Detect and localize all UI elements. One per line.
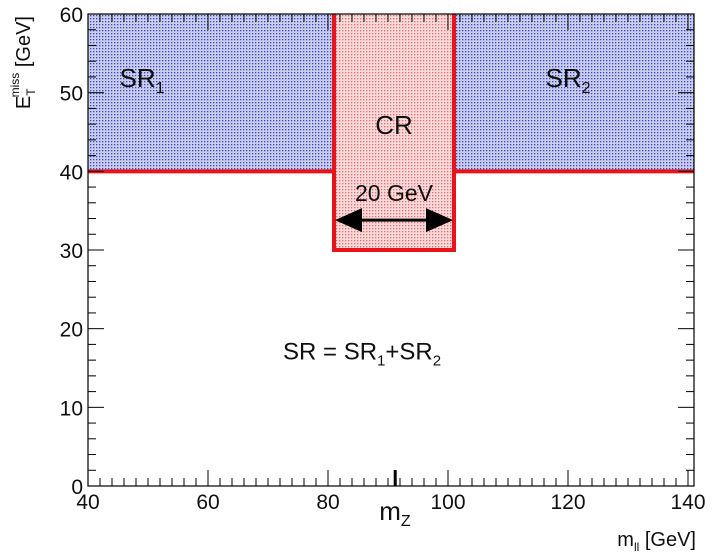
regions-layer xyxy=(88,14,694,250)
y-tick-label: 0 xyxy=(71,476,83,499)
y-tick-label: 30 xyxy=(60,240,83,263)
x-tick-label: 120 xyxy=(550,491,585,514)
region-label-cr: CR xyxy=(375,110,413,140)
region-sr1-fill xyxy=(88,14,334,172)
formula-text: SR = SR1+SR2 xyxy=(283,338,441,369)
y-tick-label: 40 xyxy=(60,161,83,184)
cr-boundary-line xyxy=(332,14,456,252)
y-tick-label: 50 xyxy=(60,83,83,106)
y-tick-label: 20 xyxy=(60,319,83,342)
axes-layer: 40 60 80 100 120 140 0 10 20 30 40 50 60 mZ mll [GeV] E… xyxy=(8,4,706,554)
region-sr2-fill xyxy=(454,14,694,172)
y-tick-label: 10 xyxy=(60,397,83,420)
region-label-sr2: SR2 xyxy=(545,63,590,97)
x-tick-label: 60 xyxy=(196,491,219,514)
x-tick-label: 100 xyxy=(430,491,465,514)
x-axis-title: mll [GeV] xyxy=(617,529,696,554)
mz-label: mZ xyxy=(379,496,411,530)
y-tick-label: 60 xyxy=(60,4,83,27)
x-tick-label: 140 xyxy=(670,491,705,514)
overlay-layer: SR1 CR SR2 20 GeV SR = SR1+SR2 xyxy=(88,14,694,369)
y-axis-title: ETmiss [GeV] xyxy=(8,16,38,109)
x-tick-label: 40 xyxy=(76,491,99,514)
width-arrow-label: 20 GeV xyxy=(355,180,434,206)
x-tick-label: 80 xyxy=(316,491,339,514)
region-label-sr1: SR1 xyxy=(119,63,164,97)
